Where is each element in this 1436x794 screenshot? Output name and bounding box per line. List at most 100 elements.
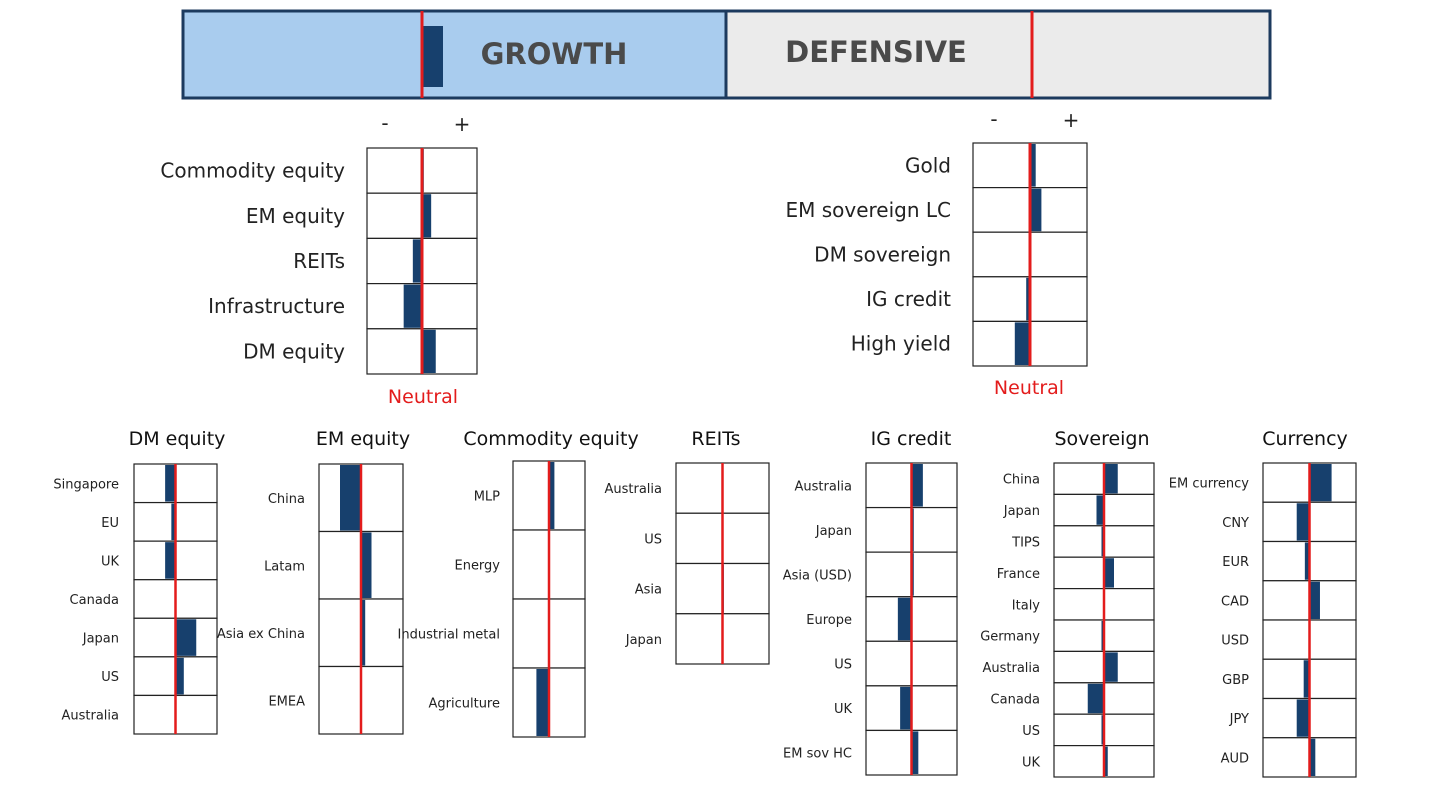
growth-label-infrastructure: Infrastructure: [208, 294, 345, 318]
defensive-label-high-yield: High yield: [851, 332, 951, 356]
currency-label-gbp: GBP: [1222, 673, 1249, 688]
commodity_equity-bar-agriculture: [536, 669, 549, 736]
growth-plus-sign: +: [454, 112, 471, 136]
dm_equity-bar-singapore: [165, 465, 176, 502]
sovereign-label-tips: TIPS: [1011, 536, 1040, 551]
defensive-bar-ig-credit: [1026, 277, 1030, 321]
ig_credit-label-japan: Japan: [815, 524, 852, 539]
commodity_equity-title: Commodity equity: [463, 428, 638, 450]
em_equity-label-asia-ex-china: Asia ex China: [217, 627, 305, 642]
growth-label-commodity-equity: Commodity equity: [160, 159, 345, 183]
defensive-plus-sign: +: [1063, 108, 1080, 132]
em_equity-bar-asia-ex-china: [361, 600, 366, 666]
dm_equity-bar-us: [175, 657, 184, 695]
growth-label-dm-equity: DM equity: [243, 339, 345, 363]
currency-bar-cny: [1296, 503, 1310, 541]
top-growth-position-bar: [422, 26, 443, 87]
sovereign-bar-uk: [1104, 746, 1108, 776]
commodity_equity-label-mlp: MLP: [474, 490, 500, 505]
currency-label-cad: CAD: [1221, 594, 1249, 609]
growth-bar-infrastructure: [403, 284, 422, 328]
defensive-label: DEFENSIVE: [785, 35, 967, 69]
currency-label-usd: USD: [1221, 634, 1249, 649]
sovereign-label-italy: Italy: [1012, 598, 1041, 613]
currency-bar-aud: [1309, 738, 1316, 776]
commodity_equity-label-energy: Energy: [454, 559, 500, 574]
sovereign-label-us: US: [1022, 724, 1040, 739]
growth-bar-dm-equity: [422, 329, 436, 373]
sovereign-label-uk: UK: [1022, 755, 1041, 770]
ig_credit-bar-europe: [897, 597, 912, 641]
sovereign-bar-australia: [1104, 652, 1118, 682]
growth-label-reits: REITs: [293, 249, 345, 273]
reits-label-asia: Asia: [635, 583, 662, 598]
currency-bar-gbp: [1303, 660, 1310, 698]
currency-bar-jpy: [1296, 699, 1310, 737]
dm_equity-label-australia: Australia: [61, 709, 119, 724]
currency-label-em-currency: EM currency: [1169, 477, 1250, 492]
dm_equity-label-uk: UK: [101, 554, 120, 569]
ig_credit-label-asia-usd: Asia (USD): [783, 568, 852, 583]
currency-label-eur: EUR: [1222, 555, 1249, 570]
ig_credit-label-europe: Europe: [806, 613, 852, 628]
defensive-neutral-label: Neutral: [994, 377, 1064, 399]
sovereign-title: Sovereign: [1054, 428, 1149, 450]
dm_equity-label-us: US: [101, 670, 119, 685]
reits-label-japan: Japan: [625, 633, 662, 648]
em_equity-label-emea: EMEA: [268, 694, 305, 709]
ig_credit-title: IG credit: [871, 428, 952, 450]
ig_credit-bar-em-sov-hc: [911, 731, 919, 774]
growth-minus-sign: -: [381, 111, 388, 135]
growth-bar-em-equity: [422, 194, 432, 238]
commodity_equity-bar-mlp: [549, 462, 555, 529]
em_equity-bar-china: [340, 465, 361, 531]
em_equity-bar-latam: [361, 532, 372, 598]
dm_equity-label-eu: EU: [101, 516, 119, 531]
dm_equity-title: DM equity: [129, 428, 226, 450]
defensive-bar-gold: [1030, 144, 1036, 187]
sovereign-label-australia: Australia: [982, 661, 1040, 676]
growth-label: GROWTH: [481, 37, 628, 71]
sovereign-label-china: China: [1003, 473, 1040, 488]
ig_credit-bar-australia: [911, 464, 923, 507]
defensive-bar-em-sovereign-lc: [1030, 188, 1042, 232]
defensive-label-gold: Gold: [905, 153, 951, 177]
reits-label-australia: Australia: [604, 482, 662, 497]
currency-bar-cad: [1309, 581, 1320, 619]
commodity_equity-label-agriculture: Agriculture: [429, 697, 501, 712]
currency-label-cny: CNY: [1222, 516, 1249, 531]
growth-label-em-equity: EM equity: [246, 204, 345, 228]
sovereign-bar-china: [1104, 464, 1118, 494]
sovereign-bar-canada: [1087, 683, 1104, 714]
ig_credit-label-em-sov-hc: EM sov HC: [783, 747, 852, 762]
defensive-minus-sign: -: [990, 107, 997, 131]
sovereign-label-japan: Japan: [1003, 504, 1040, 519]
em_equity-title: EM equity: [316, 428, 410, 450]
growth-panel: [183, 11, 726, 98]
currency-bar-em-currency: [1309, 464, 1332, 502]
currency-label-jpy: JPY: [1229, 712, 1249, 727]
defensive-label-ig-credit: IG credit: [866, 287, 951, 311]
dm_equity-bar-eu: [171, 503, 176, 541]
ig_credit-label-uk: UK: [834, 702, 853, 717]
currency-label-aud: AUD: [1221, 751, 1249, 766]
dm_equity-label-japan: Japan: [82, 632, 119, 647]
dm_equity-label-singapore: Singapore: [53, 477, 119, 492]
dm_equity-bar-japan: [175, 619, 197, 656]
sovereign-bar-japan: [1096, 495, 1104, 525]
ig_credit-bar-uk: [900, 686, 912, 730]
reits-label-us: US: [644, 532, 662, 547]
sovereign-label-canada: Canada: [991, 693, 1040, 708]
em_equity-label-china: China: [268, 492, 305, 507]
ig_credit-label-us: US: [834, 658, 852, 673]
defensive-bar-high-yield: [1014, 322, 1030, 365]
sovereign-label-france: France: [997, 567, 1040, 582]
sovereign-bar-france: [1104, 558, 1114, 588]
growth-neutral-label: Neutral: [388, 386, 458, 408]
defensive-panel: [726, 11, 1270, 98]
ig_credit-label-australia: Australia: [794, 479, 852, 494]
dm_equity-label-canada: Canada: [70, 593, 119, 608]
defensive-label-dm-sovereign: DM sovereign: [814, 243, 951, 267]
dm_equity-bar-uk: [165, 542, 176, 579]
